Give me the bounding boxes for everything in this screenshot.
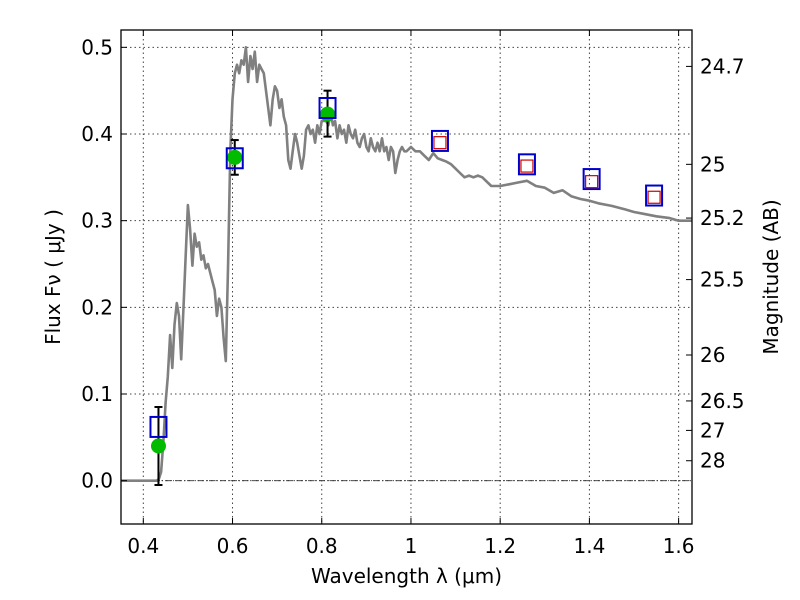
y2-axis-label: Magnitude (AB) bbox=[759, 199, 783, 354]
x-tick-label: 0.4 bbox=[127, 534, 159, 558]
green-circle-marker bbox=[227, 149, 243, 165]
y-tick-label: 0.0 bbox=[81, 469, 113, 493]
y-axis-label: Flux Fν ( μJy ) bbox=[41, 209, 65, 345]
blue-square-marker bbox=[149, 415, 168, 438]
mag-tick-label: 25.5 bbox=[700, 268, 745, 292]
x-axis-label: Wavelength λ (μm) bbox=[311, 564, 502, 588]
x-tick-label: 0.6 bbox=[217, 534, 249, 558]
y-tick-label: 0.2 bbox=[81, 295, 113, 319]
plot-frame bbox=[120, 29, 693, 525]
blue-square-marker bbox=[318, 97, 337, 119]
blue-square-marker bbox=[645, 184, 664, 207]
y-tick-label: 0.1 bbox=[81, 382, 113, 406]
red-square-marker bbox=[585, 175, 599, 189]
mag-tick-label: 28 bbox=[700, 449, 725, 473]
red-square-marker bbox=[433, 136, 447, 150]
grid-lines bbox=[121, 30, 692, 524]
mag-tick-label: 25.2 bbox=[700, 206, 745, 230]
blue-square-marker bbox=[225, 147, 244, 170]
axis-ticks: 0.4 0.6 0.8 1 1.2 1.4 1.6 0.0 0.1 0.2 0.3 0.4 0.5 24.… bbox=[81, 30, 745, 558]
blue-square-marker bbox=[430, 129, 449, 152]
green-circle-marker bbox=[150, 438, 166, 454]
red-square-marker bbox=[647, 190, 661, 204]
mag-tick-label: 26 bbox=[700, 343, 725, 367]
green-circle-marker bbox=[320, 106, 336, 122]
sed-model-line-layer bbox=[121, 46, 692, 482]
y-tick-label: 0.4 bbox=[81, 122, 113, 146]
mag-tick-label: 26.5 bbox=[700, 389, 745, 413]
x-tick-label: 0.8 bbox=[306, 534, 338, 558]
photometry-markers bbox=[149, 97, 664, 454]
mag-tick-label: 25 bbox=[700, 152, 725, 176]
mag-tick-label: 24.7 bbox=[700, 54, 745, 78]
x-tick-label: 1.2 bbox=[484, 534, 516, 558]
blue-square-marker bbox=[517, 153, 536, 176]
x-tick-label: 1.6 bbox=[663, 534, 695, 558]
y-tick-label: 0.5 bbox=[81, 35, 113, 59]
x-tick-label: 1 bbox=[405, 534, 418, 558]
y-tick-label: 0.3 bbox=[81, 209, 113, 233]
red-square-marker bbox=[520, 159, 534, 173]
sed-model-line bbox=[121, 46, 692, 482]
mag-tick-label: 27 bbox=[700, 418, 725, 442]
blue-square-marker bbox=[582, 168, 601, 191]
x-tick-label: 1.4 bbox=[573, 534, 605, 558]
